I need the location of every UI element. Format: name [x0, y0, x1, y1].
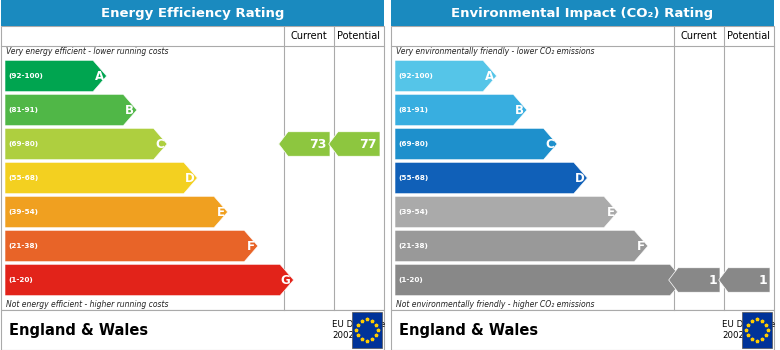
Text: F: F [636, 239, 645, 252]
Text: Not energy efficient - higher running costs: Not energy efficient - higher running co… [6, 300, 168, 309]
Polygon shape [5, 128, 167, 160]
Polygon shape [5, 94, 136, 126]
Text: C: C [155, 138, 164, 150]
Text: Very energy efficient - lower running costs: Very energy efficient - lower running co… [6, 47, 168, 56]
Polygon shape [395, 230, 648, 262]
Text: 77: 77 [360, 138, 377, 150]
Text: B: B [125, 104, 134, 117]
Bar [1, 0, 384, 26]
Polygon shape [278, 132, 330, 156]
Text: (69-80): (69-80) [8, 141, 38, 147]
Text: (81-91): (81-91) [8, 107, 38, 113]
Text: (21-38): (21-38) [398, 243, 428, 249]
Text: G: G [281, 273, 291, 287]
Polygon shape [395, 128, 557, 160]
Bar [1, 26, 384, 310]
Polygon shape [395, 264, 683, 296]
Text: EU Directive
2002/91/EC: EU Directive 2002/91/EC [722, 320, 775, 340]
Text: Not environmentally friendly - higher CO₂ emissions: Not environmentally friendly - higher CO… [396, 300, 594, 309]
Text: (81-91): (81-91) [398, 107, 428, 113]
Text: England & Wales: England & Wales [9, 322, 148, 337]
Text: EU Directive
2002/91/EC: EU Directive 2002/91/EC [332, 320, 385, 340]
Bar [391, 26, 774, 310]
Text: (21-38): (21-38) [8, 243, 38, 249]
Text: D: D [185, 172, 194, 184]
Text: A: A [94, 70, 104, 83]
Polygon shape [395, 94, 526, 126]
Polygon shape [5, 162, 197, 194]
Text: 73: 73 [310, 138, 327, 150]
Text: C: C [545, 138, 554, 150]
Text: F: F [246, 239, 255, 252]
Text: Potential: Potential [338, 31, 381, 41]
Bar [391, 310, 774, 350]
Bar [1, 310, 384, 350]
Polygon shape [5, 264, 293, 296]
Text: D: D [575, 172, 584, 184]
Text: (55-68): (55-68) [8, 175, 38, 181]
Text: 1: 1 [758, 273, 767, 287]
Text: (69-80): (69-80) [398, 141, 428, 147]
Text: E: E [217, 205, 225, 218]
Text: (39-54): (39-54) [8, 209, 38, 215]
Text: England & Wales: England & Wales [399, 322, 538, 337]
Text: 1: 1 [708, 273, 717, 287]
Text: Current: Current [291, 31, 328, 41]
Text: Environmental Impact (CO₂) Rating: Environmental Impact (CO₂) Rating [452, 7, 714, 20]
Text: Potential: Potential [728, 31, 771, 41]
Text: (92-100): (92-100) [8, 73, 43, 79]
Text: Current: Current [681, 31, 718, 41]
Polygon shape [5, 230, 258, 262]
Text: A: A [484, 70, 494, 83]
Polygon shape [395, 162, 587, 194]
Polygon shape [668, 268, 720, 292]
Text: Very environmentally friendly - lower CO₂ emissions: Very environmentally friendly - lower CO… [396, 47, 594, 56]
Polygon shape [718, 268, 770, 292]
Text: (1-20): (1-20) [398, 277, 423, 283]
Polygon shape [328, 132, 380, 156]
Text: (39-54): (39-54) [398, 209, 428, 215]
Bar [742, 312, 772, 348]
Text: (55-68): (55-68) [398, 175, 428, 181]
Text: E: E [607, 205, 615, 218]
Polygon shape [395, 196, 618, 228]
Bar [391, 0, 774, 26]
Bar [352, 312, 382, 348]
Text: G: G [671, 273, 681, 287]
Text: B: B [515, 104, 524, 117]
Polygon shape [395, 60, 497, 92]
Text: (92-100): (92-100) [398, 73, 433, 79]
Text: (1-20): (1-20) [8, 277, 33, 283]
Text: Energy Efficiency Rating: Energy Efficiency Rating [101, 7, 284, 20]
Polygon shape [5, 196, 228, 228]
Polygon shape [5, 60, 107, 92]
